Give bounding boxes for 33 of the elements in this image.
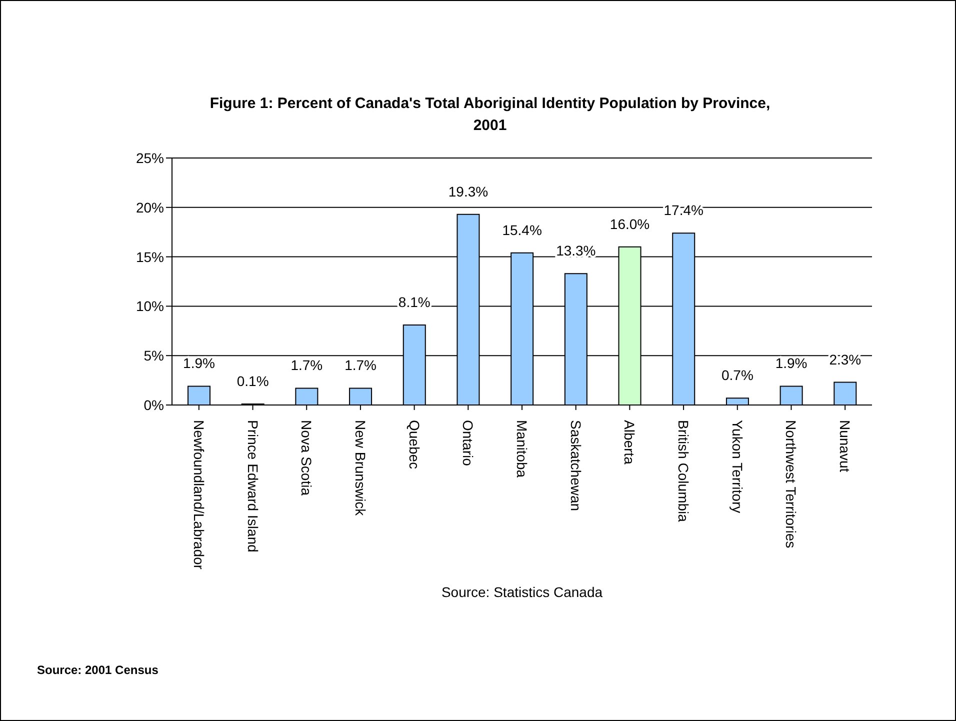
x-tick-label: Alberta (622, 420, 638, 465)
data-label: 0.1% (236, 373, 269, 390)
chart-title: Figure 1: Percent of Canada's Total Aboriginal Identity Population by Province, 2001 (208, 94, 772, 136)
data-label: 1.7% (344, 357, 376, 374)
x-tick-label: Nova Scotia (298, 420, 315, 496)
x-tick-label: Quebec (406, 420, 422, 470)
data-label: 1.7% (290, 357, 323, 374)
source-note: Source: Statistics Canada (440, 584, 604, 600)
x-tick-label: Newfoundland/Labrador (190, 420, 207, 570)
data-label: 2.3% (829, 351, 862, 368)
data-label: 1.9% (183, 355, 215, 372)
data-label: 0.7% (722, 367, 754, 384)
x-tick-label: Ontario (460, 420, 476, 466)
data-label: 16.0% (610, 216, 650, 232)
x-tick-label: Manitoba (514, 420, 530, 478)
x-tick-label: Yukon Territory (729, 420, 746, 514)
y-tick-label: 20% (136, 199, 164, 216)
y-tick-label: 5% (144, 348, 164, 364)
x-tick-label: British Columbia (676, 420, 692, 522)
source-note: Source: 2001 Census (37, 663, 158, 677)
y-tick-label: 25% (136, 150, 164, 166)
y-tick-label: 0% (144, 396, 164, 413)
data-label: 13.3% (556, 242, 596, 259)
data-label: 1.9% (775, 355, 808, 372)
x-tick-label: Northwest Territories (783, 420, 800, 548)
data-label: 19.3% (448, 183, 488, 200)
x-tick-label: Saskatchewan (568, 420, 584, 512)
y-tick-label: 15% (136, 248, 164, 265)
x-tick-label: Nunavut (837, 420, 854, 472)
data-label: 15.4% (502, 222, 542, 238)
x-tick-label: New Brunswick (352, 420, 368, 517)
x-tick-label: Prince Edward Island (244, 420, 261, 552)
y-tick-label: 10% (136, 298, 164, 314)
